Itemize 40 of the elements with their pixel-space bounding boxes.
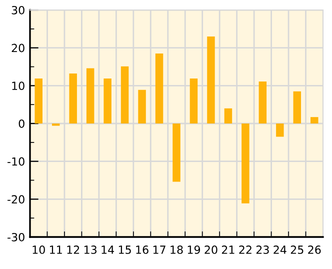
bar [120, 66, 129, 124]
bar [34, 78, 42, 124]
x-tick-label: 15 [118, 246, 131, 254]
x-tick-label: 24 [274, 246, 286, 254]
x-tick-label: 20 [204, 246, 218, 254]
y-tick-label: 20 [12, 44, 24, 52]
x-tick-label: 16 [136, 246, 148, 254]
y-tick-label: -20 [8, 195, 24, 204]
bar [155, 54, 164, 124]
x-tick-label: 11 [50, 246, 62, 254]
x-tick-label: 19 [188, 246, 200, 254]
bar [258, 82, 267, 124]
x-tick-label: 26 [308, 246, 321, 254]
x-tick-label: 10 [32, 246, 45, 254]
x-tick-label: 23 [256, 246, 269, 254]
x-tick-label: 21 [222, 246, 234, 254]
x-tick-label: 13 [84, 246, 96, 254]
y-tick-label: -30 [8, 232, 24, 242]
bar [104, 78, 112, 124]
bar [207, 36, 215, 124]
x-tick-label: 17 [153, 246, 166, 254]
bar [86, 68, 94, 124]
bar [276, 124, 284, 137]
bar [224, 108, 232, 124]
y-tick-label: 30 [12, 6, 24, 14]
y-tick-label: 0 [18, 119, 24, 128]
bar [242, 124, 250, 204]
x-tick-label: 12 [67, 246, 80, 254]
x-tick-label: 25 [290, 246, 304, 254]
bar [293, 91, 302, 124]
x-tick-label: 18 [170, 246, 183, 254]
x-tick-label: 14 [102, 246, 114, 254]
bar [69, 74, 77, 124]
bar [172, 124, 180, 182]
bar [310, 117, 318, 124]
y-tick-label: 10 [12, 82, 24, 90]
x-tick-label: 22 [239, 246, 252, 254]
bar [190, 78, 198, 124]
bar [138, 90, 146, 124]
y-tick-label: -10 [8, 157, 24, 166]
